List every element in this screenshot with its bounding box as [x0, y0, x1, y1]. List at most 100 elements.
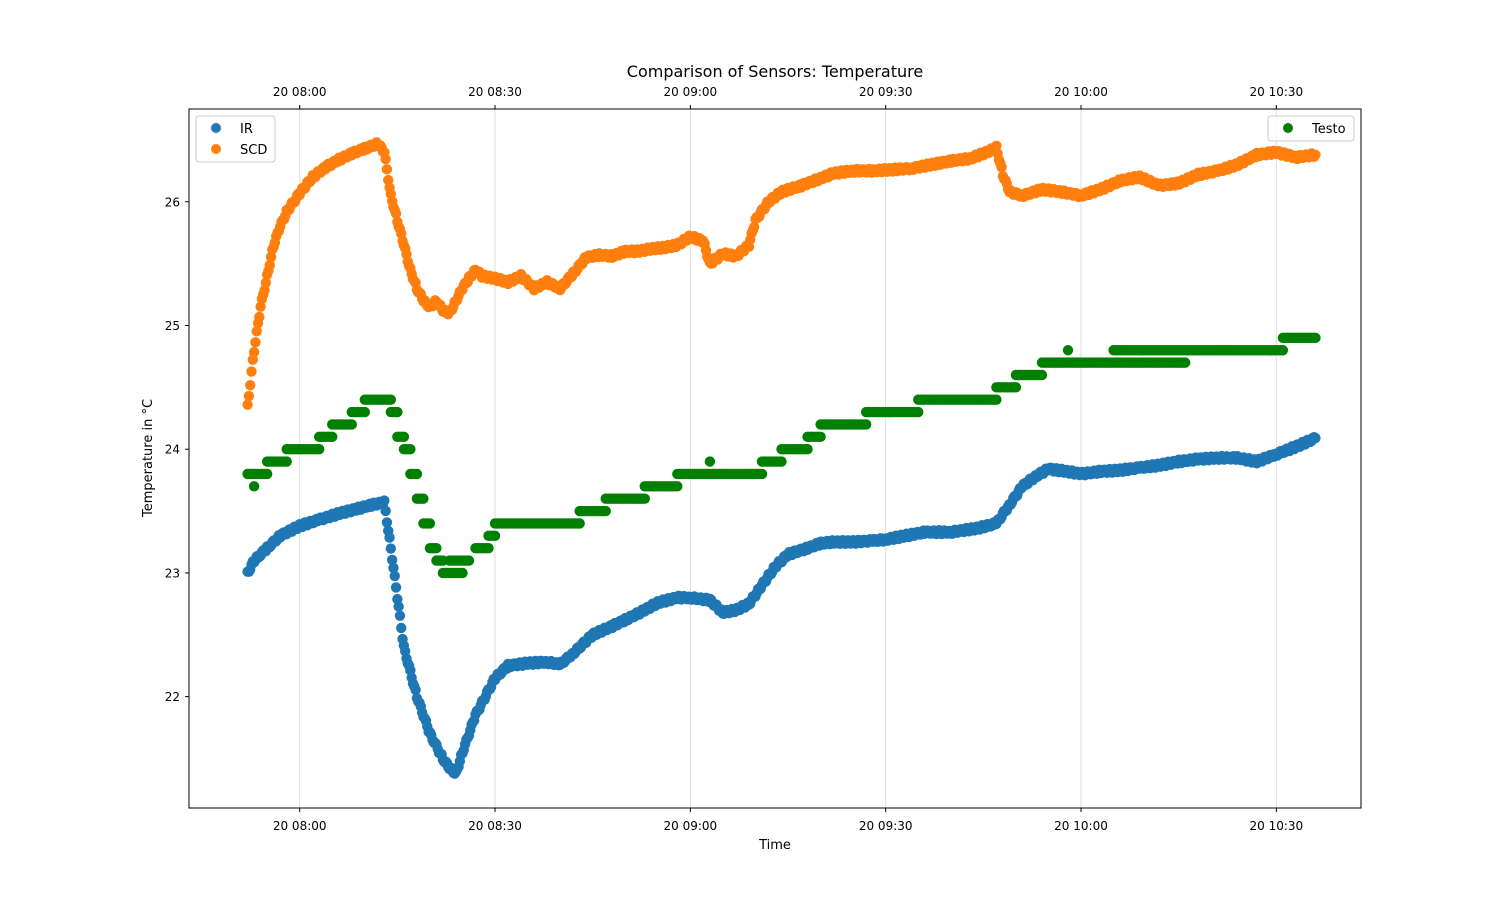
x-tick-label-bottom: 20 08:30: [468, 819, 522, 833]
testo-point: [802, 444, 813, 455]
ir-point: [386, 554, 398, 566]
series-scd: [242, 137, 1321, 410]
testo-point: [359, 406, 370, 418]
testo-point: [1036, 369, 1048, 381]
y-tick-label: 26: [165, 195, 180, 209]
testo-point: [489, 530, 501, 542]
x-tick-label-top: 20 08:30: [468, 85, 522, 99]
x-tick-label-bottom: 20 08:00: [273, 819, 327, 833]
y-tick-label: 24: [165, 443, 180, 457]
testo-point: [1062, 345, 1074, 356]
x-tick-label-bottom: 20 09:30: [859, 819, 913, 833]
scd-point: [251, 326, 262, 337]
scd-point: [264, 260, 275, 271]
testo-point: [385, 394, 397, 405]
testo-point: [776, 456, 787, 467]
ir-point: [379, 495, 390, 506]
testo-point: [639, 493, 650, 504]
scd-point: [242, 399, 253, 410]
x-axis-label: Time: [758, 838, 791, 853]
testo-point: [860, 419, 872, 430]
ir-point: [396, 622, 407, 634]
testo-point: [327, 431, 338, 443]
legend-ir-label: IR: [240, 122, 253, 137]
scd-point: [247, 354, 259, 365]
legend-scd-label: SCD: [240, 143, 267, 158]
scd-point: [748, 221, 760, 233]
scd-point: [390, 208, 402, 219]
testo-point: [1180, 357, 1191, 368]
scd-point: [996, 162, 1007, 173]
series-ir: [242, 432, 1321, 779]
ir-point: [394, 610, 406, 622]
testo-point: [672, 481, 683, 492]
legend-scd-marker: [211, 144, 221, 154]
x-tick-label-bottom: 20 09:00: [664, 819, 718, 833]
ir-point: [410, 684, 421, 696]
testo-point: [704, 456, 716, 467]
ir-point: [384, 532, 395, 543]
testo-point: [314, 444, 325, 455]
x-tick-label-top: 20 10:00: [1054, 85, 1108, 99]
x-axis-top: 20 08:00 20 08:30 20 09:00 20 09:30 20 10:00…: [273, 85, 1303, 109]
testo-point: [424, 518, 436, 529]
legend-right: Testo: [1267, 115, 1355, 142]
testo-point: [405, 444, 416, 455]
scd-point: [250, 337, 261, 348]
x-tick-label-bottom: 20 10:30: [1250, 819, 1304, 833]
testo-point: [815, 431, 826, 443]
testo-point: [756, 468, 768, 480]
legend-testo-marker: [1283, 123, 1293, 133]
testo-point: [281, 456, 292, 467]
testo-point: [418, 493, 429, 504]
testo-point: [457, 567, 468, 579]
scd-point: [381, 164, 393, 175]
scd-point: [245, 379, 256, 391]
x-tick-label-top: 20 08:00: [273, 85, 327, 99]
y-tick-label: 23: [165, 566, 180, 580]
y-tick-label: 22: [165, 690, 180, 704]
testo-point: [431, 542, 442, 554]
legend-testo-label: Testo: [1311, 122, 1346, 137]
testo-point: [398, 431, 410, 443]
testo-point: [463, 555, 475, 566]
x-tick-label-top: 20 10:30: [1250, 85, 1304, 99]
testo-point: [1310, 332, 1321, 344]
legend-right-frame: [1267, 115, 1355, 142]
ir-point: [381, 517, 393, 528]
legend-ir-marker: [211, 123, 221, 133]
scd-point: [246, 366, 257, 377]
ir-point: [385, 543, 397, 554]
ir-point: [389, 570, 400, 582]
scd-point: [248, 346, 260, 358]
scd-point: [260, 277, 272, 288]
testo-point: [574, 518, 585, 529]
scd-point: [254, 311, 265, 323]
x-tick-label-bottom: 20 10:00: [1054, 819, 1108, 833]
legend-left: IR SCD: [195, 115, 276, 163]
x-tick-label-top: 20 09:30: [859, 85, 913, 99]
testo-point: [392, 406, 403, 418]
x-axis-bottom: 20 08:00 20 08:30 20 09:00 20 09:30 20 10:00…: [273, 808, 1303, 833]
scd-point: [255, 301, 266, 312]
scd-point: [380, 153, 391, 165]
ir-point: [380, 505, 391, 517]
y-tick-label: 25: [165, 319, 180, 333]
scd-point: [991, 140, 1002, 151]
y-axis-label: Temperature in °C: [141, 399, 156, 518]
series-layer: [242, 137, 1321, 779]
testo-point: [483, 542, 494, 554]
ir-point: [388, 562, 399, 574]
scd-point: [1310, 149, 1321, 160]
ir-point: [1310, 432, 1321, 444]
y-axis: 22 23 24 25 26: [165, 195, 189, 704]
testo-point: [346, 419, 357, 430]
testo-point: [1277, 345, 1289, 356]
testo-point: [261, 468, 273, 480]
testo-point: [600, 505, 611, 517]
testo-point: [1010, 382, 1022, 393]
testo-point: [248, 481, 260, 492]
testo-point: [913, 406, 924, 418]
testo-point: [411, 468, 423, 480]
